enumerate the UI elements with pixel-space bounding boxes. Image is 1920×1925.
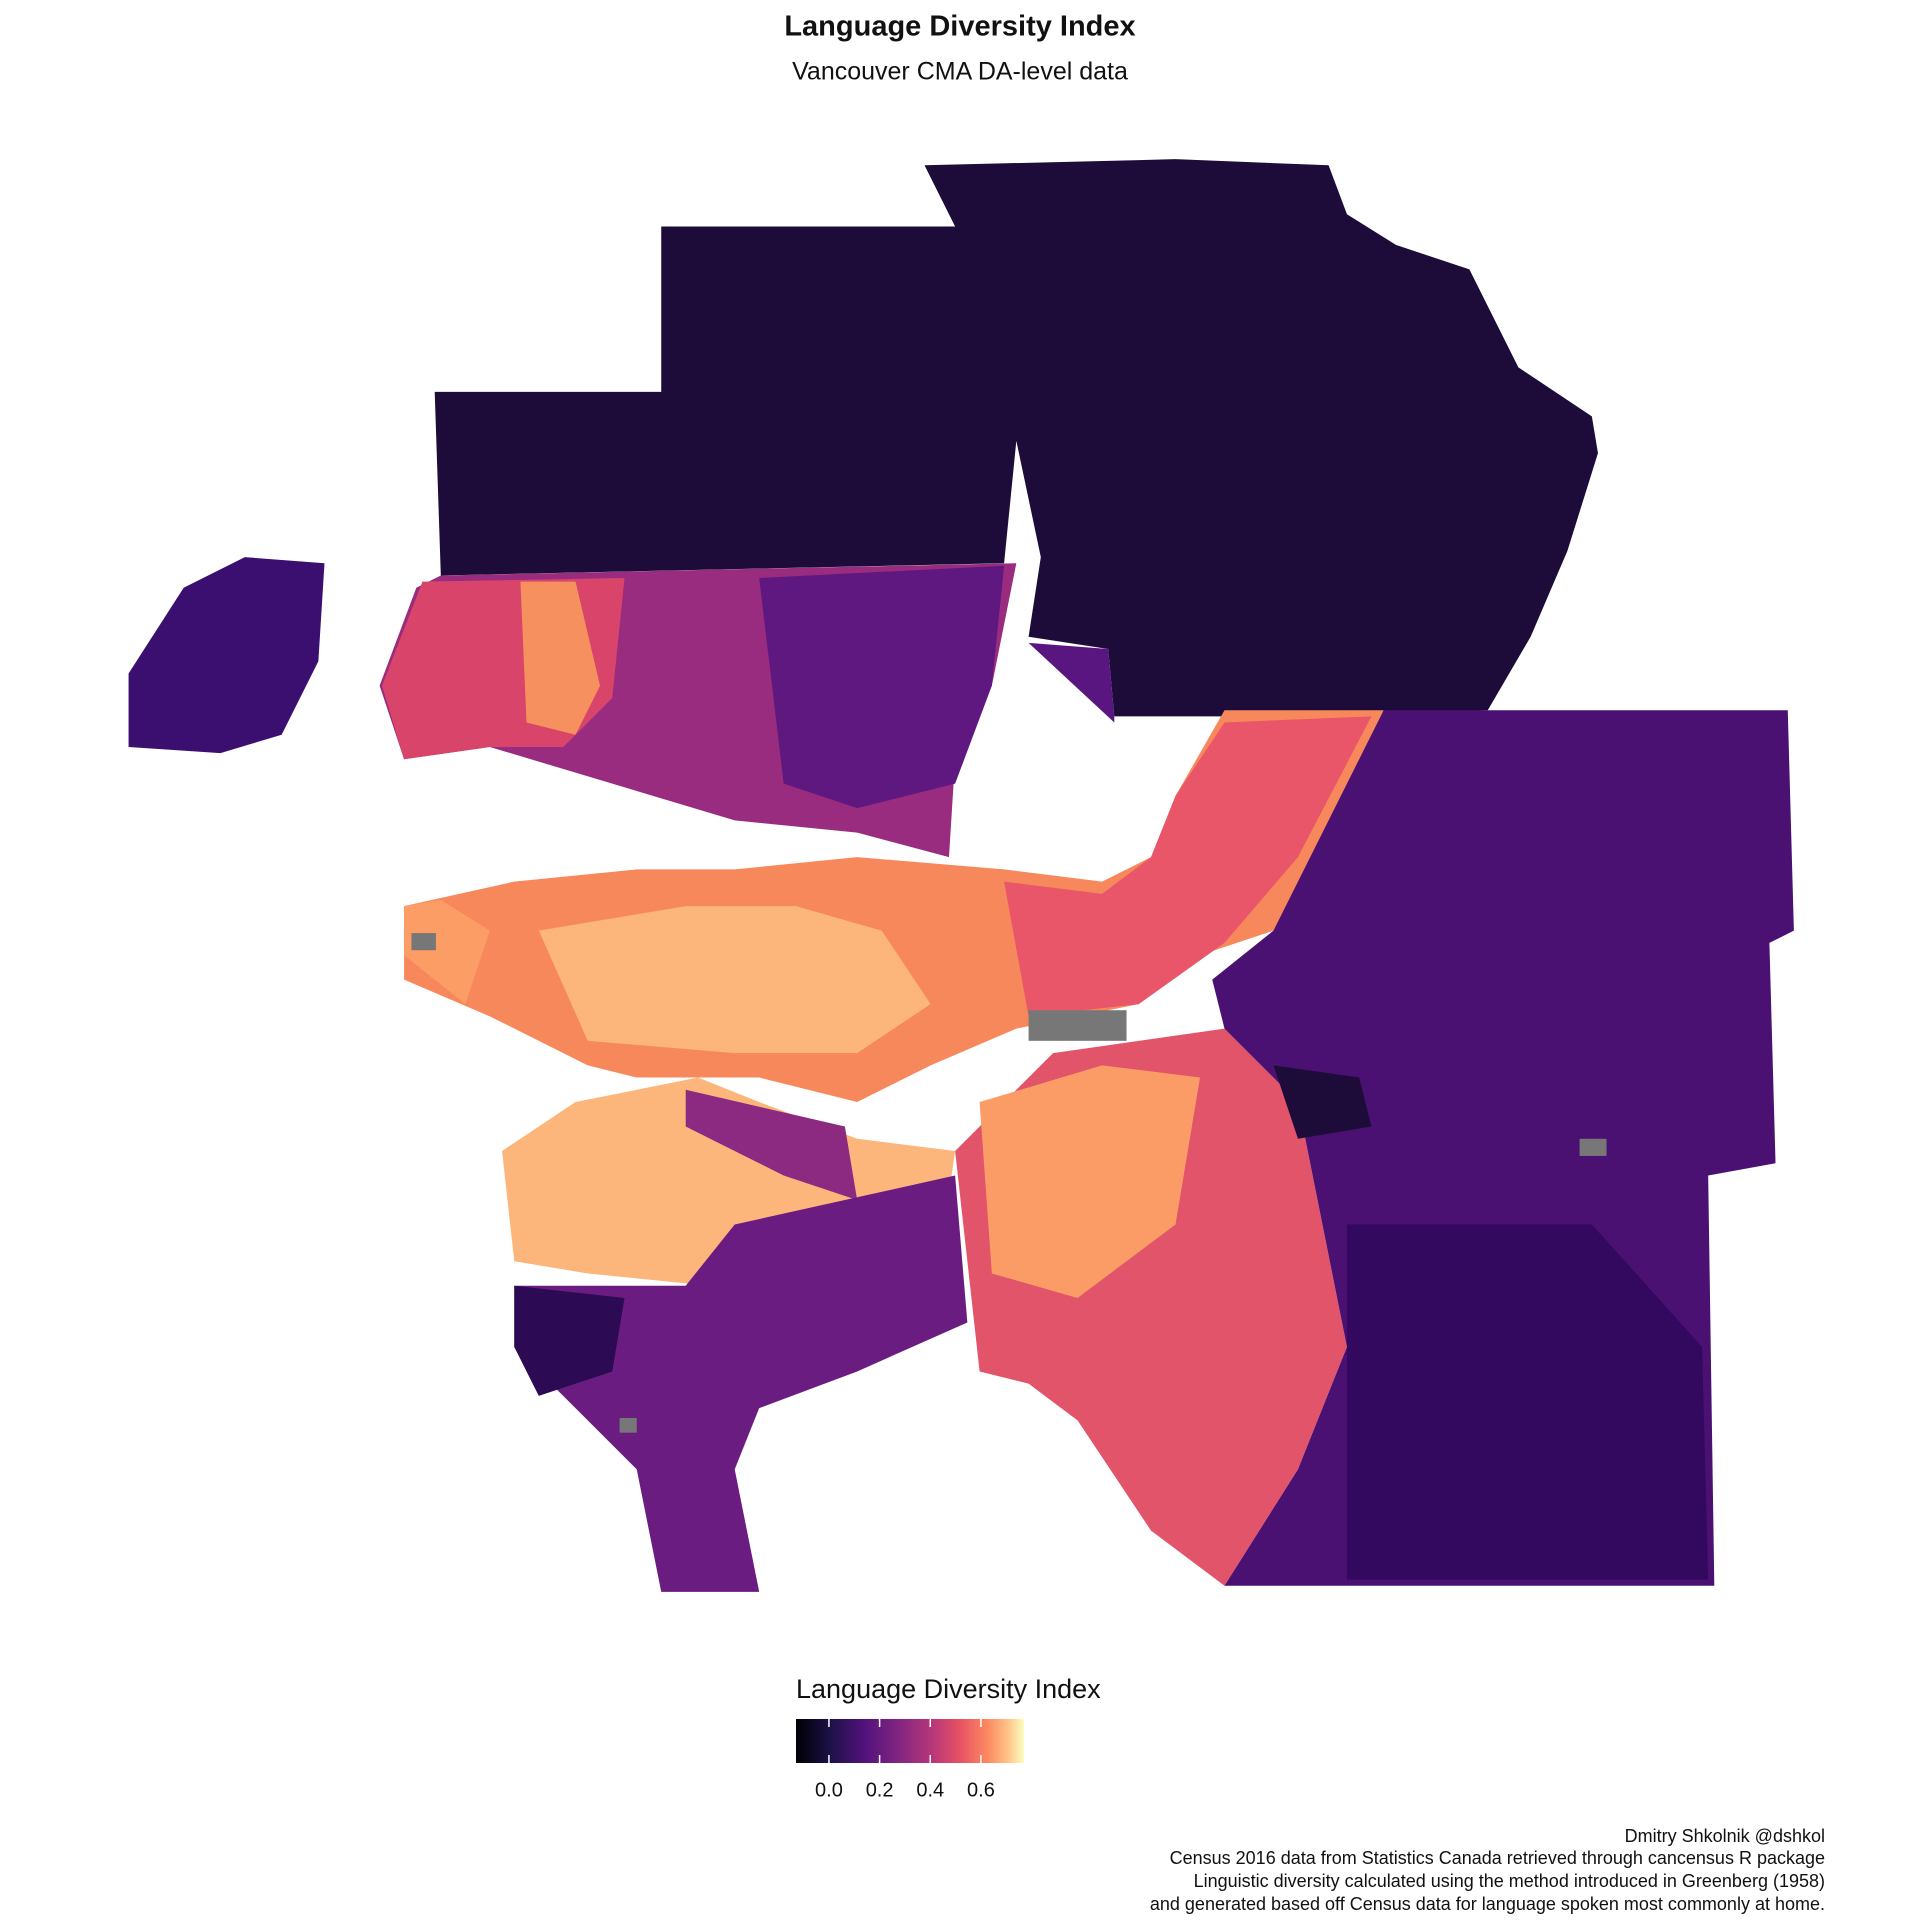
no-data [411,933,436,951]
region-water-east [1273,1065,1372,1139]
region-north [434,159,1598,717]
region-langley [1346,1224,1709,1580]
chart-subtitle: Vancouver CMA DA-level data [792,58,1128,86]
legend-title: Language Diversity Index [796,1674,1101,1704]
caption-line: and generated based off Census data for … [1150,1894,1825,1914]
no-data [619,1417,637,1433]
region-ubc [404,900,490,1005]
legend-tick-label: 0.0 [815,1779,843,1801]
no-data [1579,1138,1607,1156]
map [128,159,1794,1592]
colorbar [796,1719,1024,1763]
region-delta [514,1175,968,1592]
region-surrey-hi [979,1065,1201,1298]
caption: Dmitry Shkolnik @dshkol Census 2016 data… [1150,1826,1825,1914]
legend-tick-label: 0.2 [866,1779,894,1801]
region-north-east [759,565,1005,809]
region-vancouver-hi [538,906,931,1054]
legend-tick-label: 0.4 [916,1779,944,1801]
region-bowen [128,557,325,754]
legend-tick-label: 0.6 [967,1779,995,1801]
region-coquitlam [1028,642,1115,723]
chart-title: Language Diversity Index [784,11,1135,43]
no-data [1028,1010,1127,1041]
region-burnaby [1004,716,1372,1017]
region-tsawwassen [514,1285,625,1396]
caption-line: Dmitry Shkolnik @dshkol [1625,1826,1825,1846]
legend-ticks: 0.0 0.2 0.4 0.6 [815,1719,995,1801]
caption-line: Census 2016 data from Statistics Canada … [1170,1848,1825,1868]
region-richmond-east [685,1089,858,1201]
caption-line: Linguistic diversity calculated using th… [1194,1871,1825,1891]
region-west-van-hi [520,581,601,735]
